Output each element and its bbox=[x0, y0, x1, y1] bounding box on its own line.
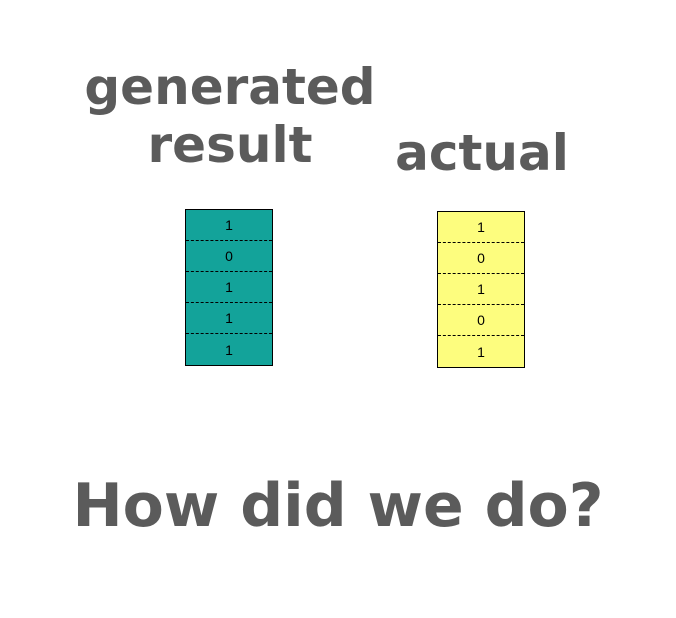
actual-cell-5: 1 bbox=[477, 343, 485, 360]
generated-cell-4: 1 bbox=[186, 303, 272, 334]
generated-cell-1: 1 bbox=[186, 210, 272, 241]
generated-result-title: generated result bbox=[80, 58, 380, 174]
generated-title-line-2: result bbox=[147, 116, 313, 174]
question-text: How did we do? bbox=[72, 471, 604, 541]
generated-title-line-1: generated bbox=[84, 58, 376, 116]
generated-cell-5: 1 bbox=[225, 341, 233, 358]
actual-column: 1 0 1 0 1 bbox=[437, 211, 525, 368]
actual-cell-4: 0 bbox=[438, 305, 524, 336]
actual-cell-1: 1 bbox=[438, 212, 524, 243]
generated-result-column: 1 0 1 1 1 bbox=[185, 209, 273, 366]
generated-cell-2: 0 bbox=[186, 241, 272, 272]
generated-cell-3: 1 bbox=[186, 272, 272, 303]
actual-title: actual bbox=[395, 124, 569, 182]
actual-cell-2: 0 bbox=[438, 243, 524, 274]
actual-cell-3: 1 bbox=[438, 274, 524, 305]
